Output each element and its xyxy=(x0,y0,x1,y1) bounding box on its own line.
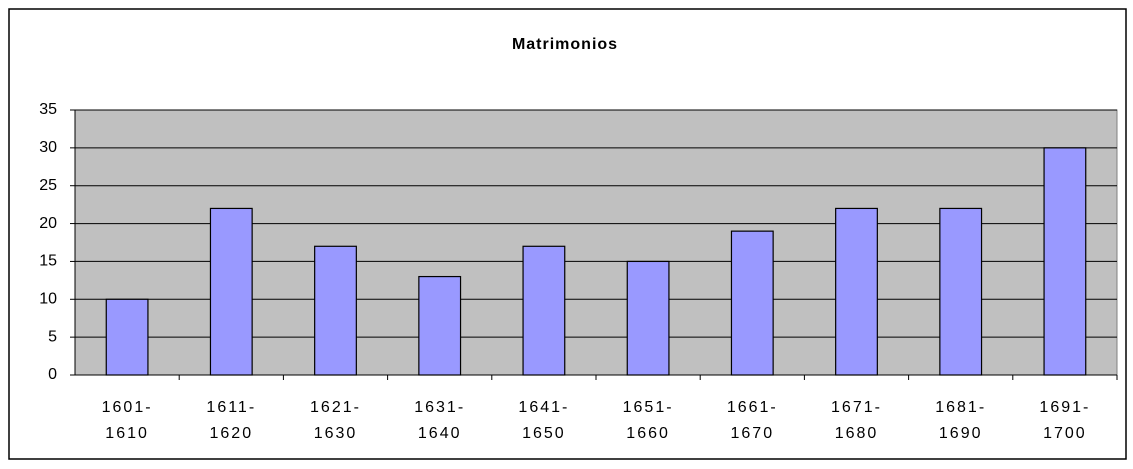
y-tick-label: 10 xyxy=(39,291,57,308)
y-tick-label: 0 xyxy=(48,366,57,383)
x-tick-label: 1641-1650 xyxy=(518,399,570,442)
bar xyxy=(418,275,462,376)
y-tick-label: 20 xyxy=(39,215,57,232)
bar xyxy=(730,230,774,376)
x-tick-label: 1661-1670 xyxy=(726,399,778,442)
y-tick-label: 35 xyxy=(39,101,57,118)
y-tick-label: 30 xyxy=(39,139,57,156)
y-tick-label: 15 xyxy=(39,253,57,270)
x-tick-label: 1631-1640 xyxy=(414,399,466,442)
bar xyxy=(209,207,253,376)
y-tick-label: 5 xyxy=(48,328,57,345)
y-tick-label: 25 xyxy=(39,177,57,194)
bar xyxy=(939,207,983,376)
bar xyxy=(835,207,878,376)
chart-title: Matrimonios xyxy=(512,36,618,53)
x-tick-label: 1601-1610 xyxy=(101,399,153,442)
bar xyxy=(626,260,670,376)
bar xyxy=(105,298,149,376)
x-tick-label: 1611-1620 xyxy=(206,399,257,442)
bar xyxy=(522,245,566,376)
x-tick-label: 1651-1660 xyxy=(622,399,674,442)
bar xyxy=(1043,147,1087,376)
x-tick-label: 1681-1690 xyxy=(935,399,987,442)
bar xyxy=(314,245,357,376)
x-tick-label: 1671-1680 xyxy=(831,399,882,442)
x-tick-label: 1621-1630 xyxy=(310,399,361,442)
x-tick-label: 1691-1700 xyxy=(1039,399,1091,442)
